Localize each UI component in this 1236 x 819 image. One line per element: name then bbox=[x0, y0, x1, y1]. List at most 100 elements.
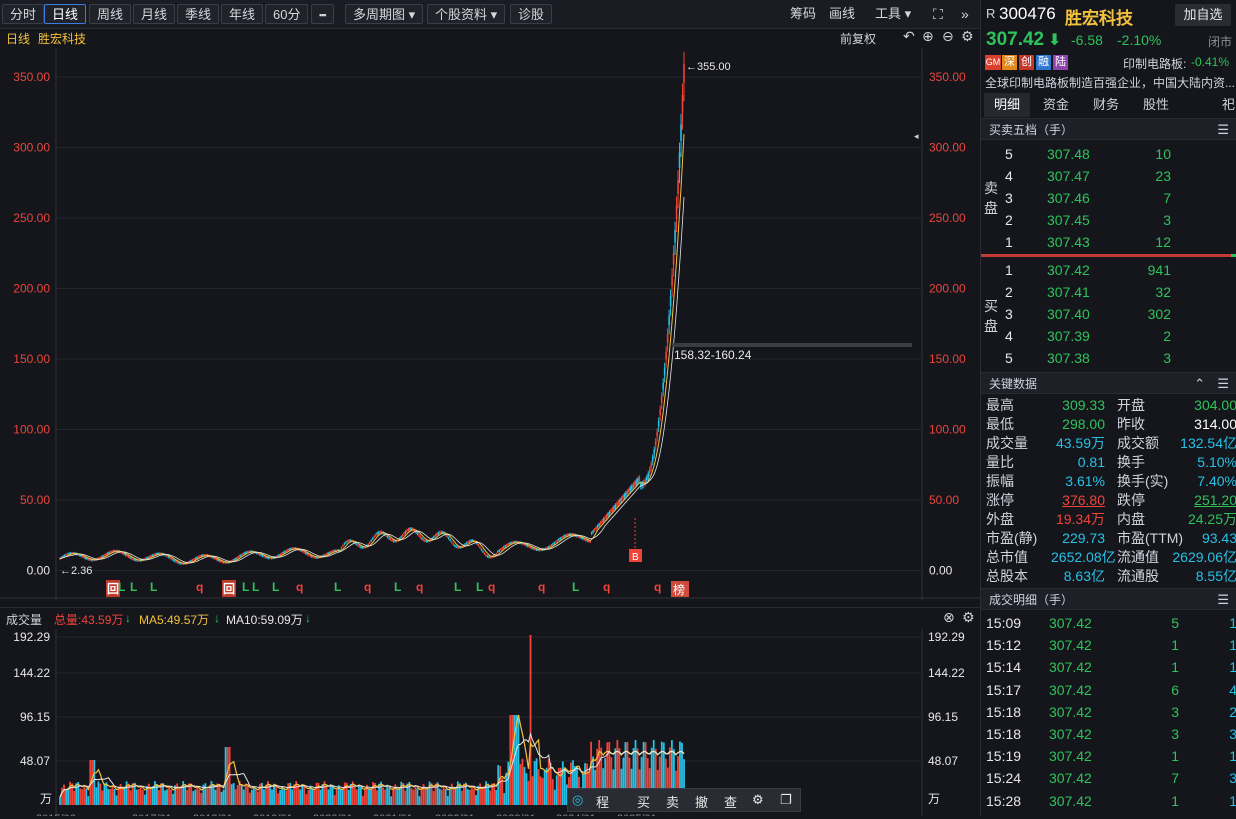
order-cancel-button[interactable]: 撤 bbox=[695, 795, 709, 810]
stock-info-dropdown[interactable]: 个股资料 ▾ bbox=[427, 4, 506, 24]
order-query-button[interactable]: 查 bbox=[724, 795, 738, 810]
period-button-60min[interactable]: 60分 bbox=[265, 4, 309, 24]
event-marker[interactable]: q bbox=[488, 580, 496, 594]
trade-row[interactable]: 15:12 307.42 1 1 bbox=[981, 634, 1236, 656]
volume-bar bbox=[650, 747, 653, 805]
event-marker[interactable]: q bbox=[196, 580, 204, 594]
event-marker[interactable]: q bbox=[416, 580, 424, 594]
event-marker[interactable]: L bbox=[572, 580, 580, 594]
price-chart[interactable]: 350.00 300.00 250.00 200.00 150.00 100.00 50.0… bbox=[0, 48, 980, 600]
order-buy-button[interactable]: 买 bbox=[637, 795, 651, 810]
event-marker[interactable]: L bbox=[272, 580, 280, 594]
sell-level-row[interactable]: 1 307.43 12 bbox=[1005, 231, 1236, 253]
event-marker[interactable]: L bbox=[334, 580, 342, 594]
trade-row[interactable]: 15:17 307.42 6 4 bbox=[981, 679, 1236, 701]
collapse-icon[interactable]: ⌃ bbox=[1194, 376, 1205, 391]
trade-row[interactable]: 15:24 307.42 7 3 bbox=[981, 767, 1236, 789]
settings-gear-icon[interactable]: ⚙ bbox=[962, 609, 975, 625]
buy-marker[interactable] bbox=[629, 549, 642, 562]
close-icon[interactable]: ⊗ bbox=[943, 609, 955, 625]
buy-level-row[interactable]: 1 307.42 941 bbox=[1005, 259, 1236, 281]
menu-icon[interactable]: ☰ bbox=[1217, 592, 1229, 607]
trade-row[interactable]: 15:18 307.42 3 3 bbox=[981, 723, 1236, 745]
draw-line-button[interactable]: 画线 bbox=[829, 6, 856, 21]
tab-detail[interactable]: 明细 bbox=[984, 93, 1030, 117]
order-sell-button[interactable]: 卖 bbox=[666, 795, 680, 810]
tools-dropdown[interactable]: 工具 ▾ bbox=[875, 4, 911, 24]
undo-icon[interactable]: ↶ bbox=[903, 28, 915, 44]
menu-icon[interactable]: ☰ bbox=[1217, 122, 1229, 137]
adjust-selector[interactable]: 前复权 bbox=[840, 32, 877, 46]
sell-level-row[interactable]: 4 307.47 23 bbox=[1005, 165, 1236, 187]
tab-stock-nature[interactable]: 股性 bbox=[1142, 97, 1169, 112]
sell-level-row[interactable]: 2 307.45 3 bbox=[1005, 209, 1236, 231]
zoom-in-icon[interactable]: ⊕ bbox=[922, 28, 934, 44]
trade-row[interactable]: 15:28 307.42 1 1 bbox=[981, 790, 1236, 812]
keydata-value[interactable]: 376.80 bbox=[1062, 492, 1105, 508]
tag-shenzhen[interactable]: 深 bbox=[1002, 55, 1017, 70]
event-marker[interactable]: 回 bbox=[106, 580, 121, 597]
event-marker[interactable]: L bbox=[252, 580, 260, 594]
event-marker[interactable]: L bbox=[130, 580, 138, 594]
candle-body bbox=[440, 531, 443, 533]
period-button-quarterly[interactable]: 季线 bbox=[177, 4, 220, 24]
trade-row[interactable]: 15:14 307.42 1 1 bbox=[981, 656, 1236, 678]
buy-level-row[interactable]: 5 307.38 3 bbox=[1005, 347, 1236, 369]
event-marker[interactable]: q bbox=[296, 580, 304, 594]
order-settings-icon[interactable]: ⚙ bbox=[752, 792, 764, 807]
rank-marker[interactable] bbox=[671, 581, 689, 597]
keydata-value[interactable]: 251.20 bbox=[1194, 492, 1236, 508]
tag-margin[interactable]: 融 bbox=[1036, 55, 1051, 70]
tag-chinext[interactable]: 创 bbox=[1019, 55, 1034, 70]
event-marker[interactable]: q bbox=[538, 580, 546, 594]
more-periods-button[interactable]: ▪▪▪ bbox=[311, 4, 334, 24]
collapse-right-icon[interactable]: » bbox=[961, 6, 969, 22]
sell-level-row[interactable]: 5 307.48 10 bbox=[1005, 143, 1236, 165]
candle-body bbox=[424, 540, 426, 542]
event-marker[interactable]: L bbox=[454, 580, 462, 594]
program-icon[interactable]: ◎ bbox=[572, 792, 584, 807]
period-button-daily[interactable]: 日线 bbox=[44, 4, 87, 24]
buy-level-row[interactable]: 2 307.41 32 bbox=[1005, 281, 1236, 303]
tab-more[interactable]: 祀 bbox=[1221, 97, 1235, 112]
fullscreen-icon[interactable]: ⛶ bbox=[933, 6, 943, 22]
tag-connect[interactable]: 陆 bbox=[1053, 55, 1068, 70]
period-button-yearly[interactable]: 年线 bbox=[221, 4, 264, 24]
menu-icon[interactable]: ☰ bbox=[1217, 376, 1229, 391]
trade-row[interactable]: 15:09 307.42 5 1 bbox=[981, 612, 1236, 634]
buy-level-row[interactable]: 4 307.39 2 bbox=[1005, 325, 1236, 347]
period-button-weekly[interactable]: 周线 bbox=[89, 4, 132, 24]
window-restore-icon[interactable]: ❐ bbox=[780, 792, 792, 807]
event-marker[interactable]: L bbox=[242, 580, 250, 594]
order-program-button[interactable]: 程 bbox=[596, 795, 610, 810]
settings-gear-icon[interactable]: ⚙ bbox=[961, 28, 974, 44]
event-marker[interactable]: q bbox=[364, 580, 372, 594]
add-watchlist-button[interactable]: 加自选 bbox=[1175, 4, 1231, 26]
volume-bar bbox=[384, 789, 387, 805]
diagnose-button[interactable]: 诊股 bbox=[510, 4, 553, 24]
period-button-monthly[interactable]: 月线 bbox=[133, 4, 176, 24]
event-marker[interactable]: q bbox=[654, 580, 662, 594]
event-marker[interactable]: L bbox=[476, 580, 484, 594]
sector-label[interactable]: 印制电路板: bbox=[1123, 57, 1187, 71]
event-marker[interactable]: L bbox=[118, 580, 126, 594]
trade-row[interactable]: 15:18 307.42 3 2 bbox=[981, 701, 1236, 723]
tab-funds[interactable]: 资金 bbox=[1042, 97, 1069, 112]
multi-period-dropdown[interactable]: 多周期图 ▾ bbox=[345, 4, 424, 24]
trade-row[interactable]: 15:19 307.42 1 1 bbox=[981, 745, 1236, 767]
volume-bar bbox=[297, 785, 300, 805]
period-button-intraday[interactable]: 分时 bbox=[2, 4, 45, 24]
event-marker[interactable]: q bbox=[603, 580, 611, 594]
chips-button[interactable]: 筹码 bbox=[790, 6, 817, 21]
tab-finance[interactable]: 财务 bbox=[1092, 97, 1119, 112]
volume-chart[interactable]: 192.29 192.29 144.22 144.22 96.15 96.15 48.07 4… bbox=[0, 629, 980, 819]
event-marker[interactable]: L bbox=[394, 580, 402, 594]
zoom-out-icon[interactable]: ⊖ bbox=[942, 28, 954, 44]
tag-gm[interactable]: GM bbox=[985, 55, 1001, 70]
sell-level-row[interactable]: 3 307.46 7 bbox=[1005, 187, 1236, 209]
company-description[interactable]: 全球印制电路板制造百强企业，中国大陆内资... bbox=[985, 76, 1236, 90]
event-marker[interactable]: 回 bbox=[222, 580, 237, 597]
candle-body bbox=[553, 542, 556, 544]
buy-level-row[interactable]: 3 307.40 302 bbox=[1005, 303, 1236, 325]
event-marker[interactable]: L bbox=[150, 580, 158, 594]
